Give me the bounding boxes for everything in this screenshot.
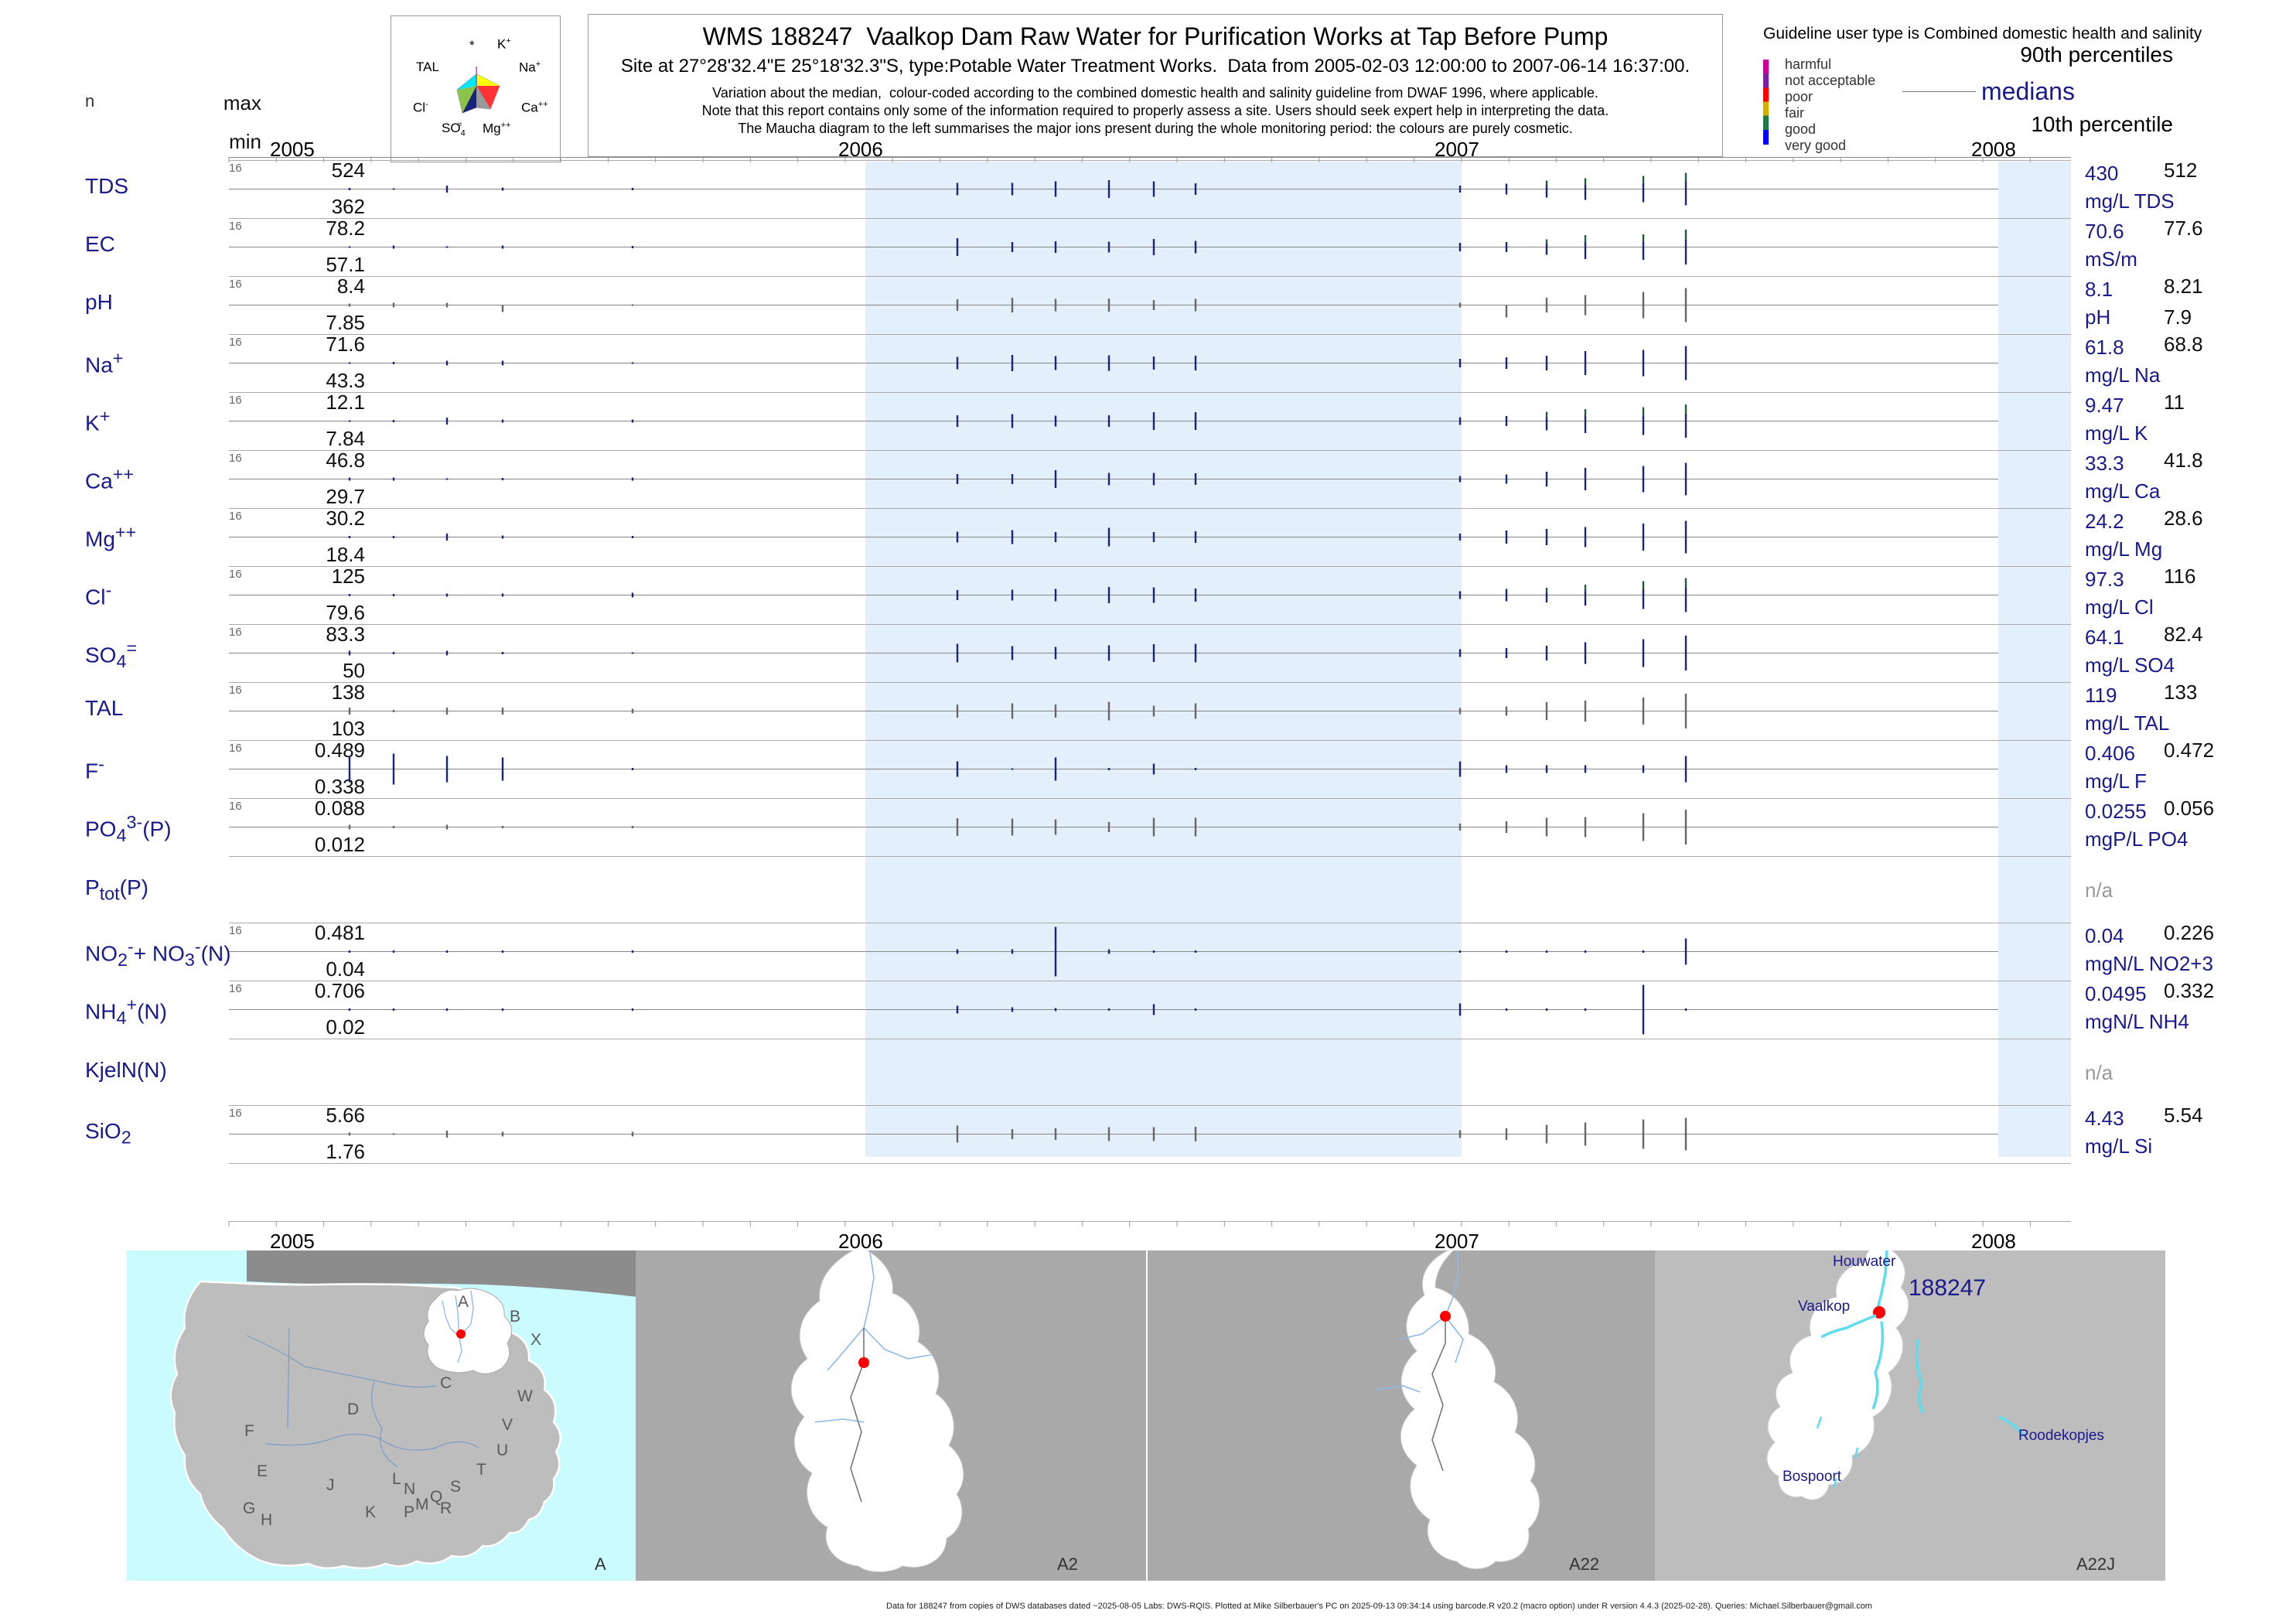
svg-text:Houwater: Houwater bbox=[1833, 1254, 1896, 1270]
svg-text:T: T bbox=[476, 1461, 486, 1479]
svg-text:A2: A2 bbox=[1057, 1554, 1078, 1574]
svg-text:Roodekopjes: Roodekopjes bbox=[2018, 1428, 2104, 1444]
svg-text:M: M bbox=[415, 1496, 429, 1513]
svg-text:D: D bbox=[347, 1401, 359, 1418]
svg-text:A22: A22 bbox=[1569, 1554, 1599, 1574]
svg-text:L: L bbox=[392, 1470, 401, 1488]
svg-text:J: J bbox=[326, 1476, 335, 1494]
svg-text:N: N bbox=[404, 1480, 415, 1498]
svg-text:A: A bbox=[595, 1554, 606, 1574]
svg-text:B: B bbox=[510, 1308, 520, 1325]
svg-text:R: R bbox=[440, 1499, 452, 1517]
svg-text:S: S bbox=[450, 1478, 461, 1496]
svg-text:Bospoort: Bospoort bbox=[1783, 1469, 1842, 1485]
svg-text:V: V bbox=[502, 1416, 513, 1434]
svg-text:A22J: A22J bbox=[2076, 1554, 2115, 1574]
svg-text:W: W bbox=[517, 1387, 533, 1405]
svg-text:Vaalkop: Vaalkop bbox=[1798, 1298, 1850, 1315]
svg-text:E: E bbox=[257, 1462, 268, 1480]
svg-text:G: G bbox=[243, 1499, 255, 1517]
svg-text:F: F bbox=[244, 1422, 254, 1440]
svg-text:H: H bbox=[261, 1511, 272, 1529]
svg-text:U: U bbox=[496, 1441, 508, 1459]
svg-text:C: C bbox=[440, 1374, 452, 1392]
svg-text:188247: 188247 bbox=[1909, 1275, 1986, 1301]
svg-text:K: K bbox=[365, 1503, 376, 1521]
svg-text:A: A bbox=[458, 1293, 469, 1311]
svg-text:X: X bbox=[531, 1331, 541, 1349]
svg-text:P: P bbox=[404, 1503, 415, 1521]
